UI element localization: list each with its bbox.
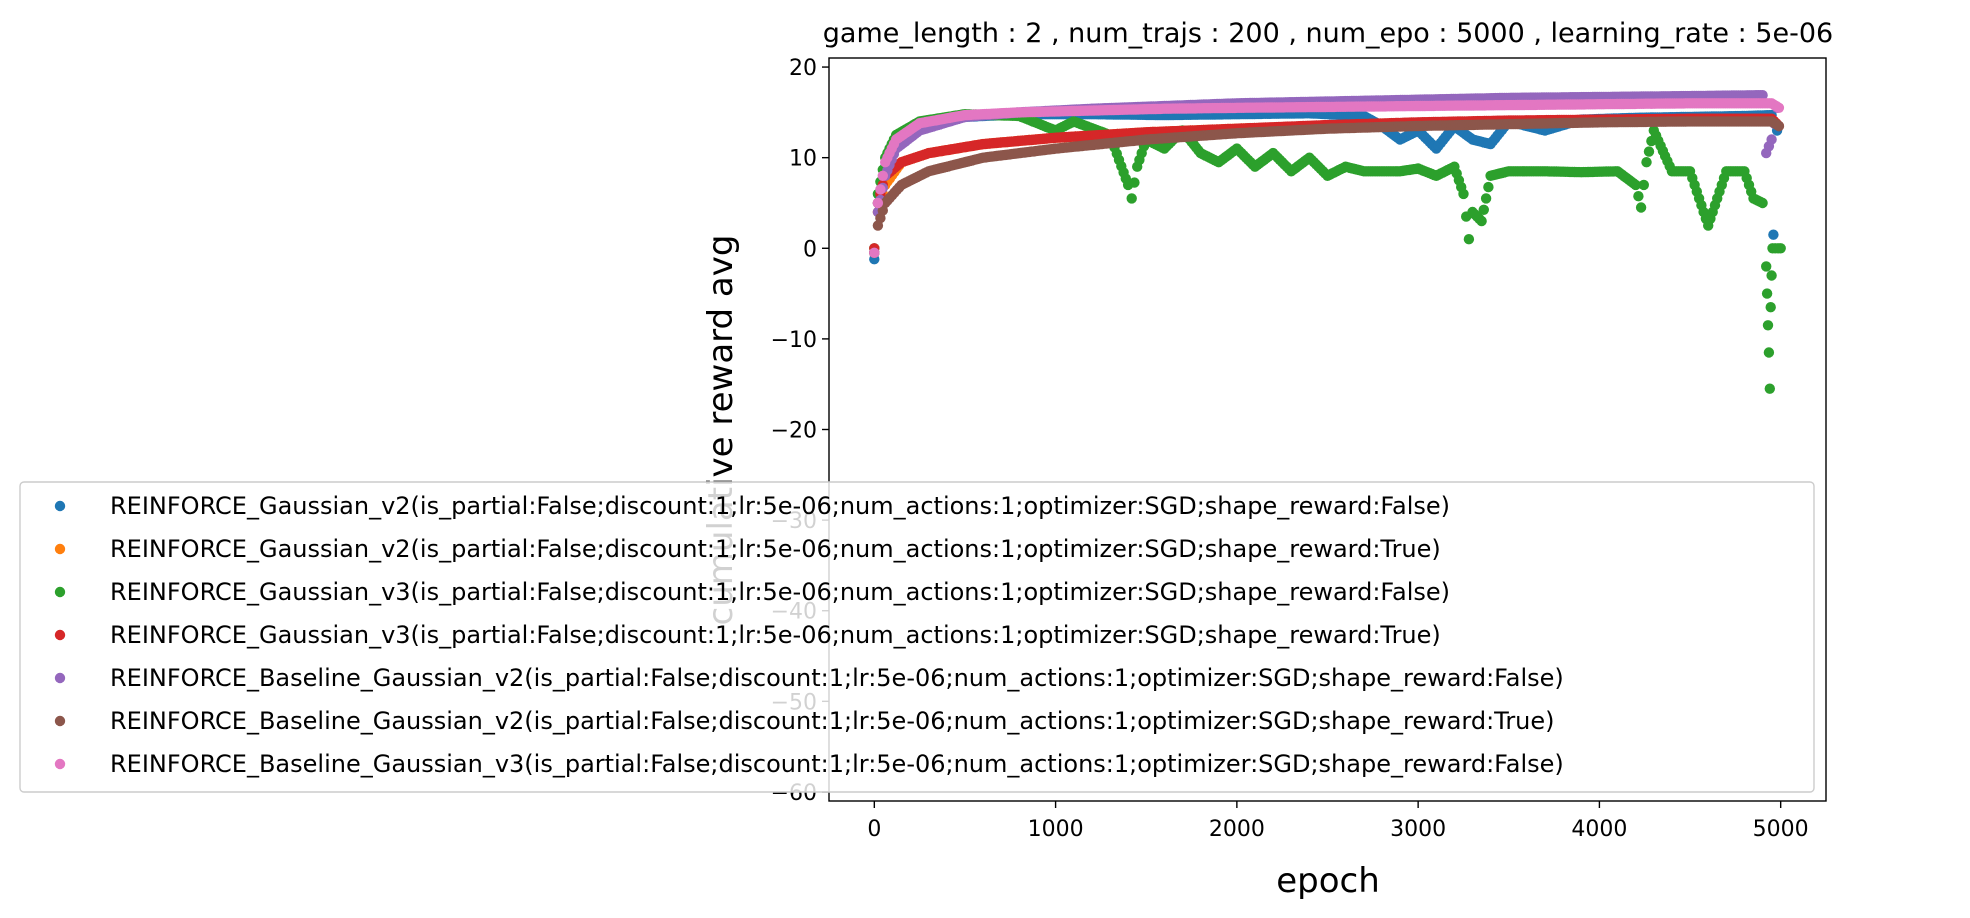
data-point	[1126, 193, 1137, 204]
legend-marker	[54, 758, 66, 770]
data-point	[1633, 191, 1644, 202]
legend-item: REINFORCE_Gaussian_v3(is_partial:False;d…	[54, 621, 1441, 649]
data-point	[1129, 177, 1140, 188]
data-point	[869, 247, 880, 258]
data-point	[877, 170, 888, 181]
y-tick-label: 20	[789, 56, 817, 81]
x-tick-label: 5000	[1753, 817, 1809, 842]
data-point	[1641, 157, 1652, 168]
y-tick-label: 10	[789, 147, 817, 172]
legend-label: REINFORCE_Gaussian_v3(is_partial:False;d…	[110, 621, 1441, 649]
data-point	[1768, 229, 1779, 240]
data-point	[875, 184, 886, 195]
data-point	[1478, 204, 1490, 215]
x-tick-label: 1000	[1028, 817, 1084, 842]
legend-label: REINFORCE_Baseline_Gaussian_v2(is_partia…	[110, 707, 1555, 735]
data-point	[1638, 179, 1650, 191]
data-point	[1773, 102, 1785, 114]
series-7-points	[869, 98, 1785, 258]
data-point	[1764, 383, 1776, 394]
legend-label: REINFORCE_Baseline_Gaussian_v3(is_partia…	[110, 750, 1564, 778]
chart-title: game_length : 2 , num_trajs : 200 , num_…	[823, 18, 1833, 49]
series-6-points	[869, 116, 1785, 258]
x-tick-label: 0	[867, 817, 881, 842]
legend-label: REINFORCE_Gaussian_v2(is_partial:False;d…	[110, 492, 1450, 520]
x-tick-label: 3000	[1390, 817, 1446, 842]
legend-item: REINFORCE_Baseline_Gaussian_v2(is_partia…	[54, 664, 1564, 692]
y-tick-label: 0	[803, 237, 817, 262]
data-point	[1643, 146, 1655, 157]
legend: REINFORCE_Gaussian_v2(is_partial:False;d…	[19, 481, 1815, 793]
x-tick-label: 2000	[1209, 817, 1265, 842]
data-point	[1635, 202, 1647, 213]
data-point	[872, 197, 884, 209]
legend-item: REINFORCE_Gaussian_v2(is_partial:False;d…	[54, 492, 1450, 520]
data-point	[1483, 181, 1494, 193]
legend-label: REINFORCE_Gaussian_v2(is_partial:False;d…	[110, 535, 1441, 563]
y-tick-label: −20	[771, 419, 817, 444]
legend-frame	[19, 481, 1815, 793]
x-axis-label: epoch	[1276, 861, 1380, 901]
legend-item: REINFORCE_Baseline_Gaussian_v2(is_partia…	[54, 707, 1555, 735]
data-point	[1763, 347, 1775, 358]
legend-marker	[54, 586, 66, 598]
data-point	[1630, 179, 1641, 191]
data-point	[1766, 270, 1777, 281]
legend-label: REINFORCE_Baseline_Gaussian_v2(is_partia…	[110, 664, 1564, 692]
legend-item: REINFORCE_Baseline_Gaussian_v3(is_partia…	[54, 750, 1564, 778]
legend-marker	[54, 672, 66, 684]
data-point	[1773, 120, 1785, 132]
legend-marker	[54, 629, 66, 641]
data-point	[1766, 134, 1777, 145]
y-tick-label: −10	[771, 328, 817, 353]
data-point	[1757, 197, 1768, 209]
legend-item: REINFORCE_Gaussian_v3(is_partial:False;d…	[54, 578, 1450, 606]
x-tick-label: 4000	[1571, 817, 1627, 842]
legend-marker	[54, 715, 66, 727]
data-point	[1761, 288, 1773, 299]
x-axis: 0 1000 2000 3000 4000 5000	[867, 801, 1809, 842]
data-point	[1775, 243, 1786, 254]
data-point	[1757, 90, 1768, 101]
data-point	[1458, 188, 1469, 200]
data-point	[1762, 320, 1774, 331]
data-point	[1480, 193, 1492, 204]
data-point	[1761, 261, 1772, 272]
data-point	[1765, 302, 1776, 313]
legend-item: REINFORCE_Gaussian_v2(is_partial:False;d…	[54, 535, 1441, 563]
legend-label: REINFORCE_Gaussian_v3(is_partial:False;d…	[110, 578, 1450, 606]
legend-marker	[54, 500, 66, 512]
legend-marker	[54, 543, 66, 555]
data-point	[1476, 215, 1487, 227]
plot-marks	[869, 90, 1786, 394]
data-point	[1463, 234, 1475, 245]
